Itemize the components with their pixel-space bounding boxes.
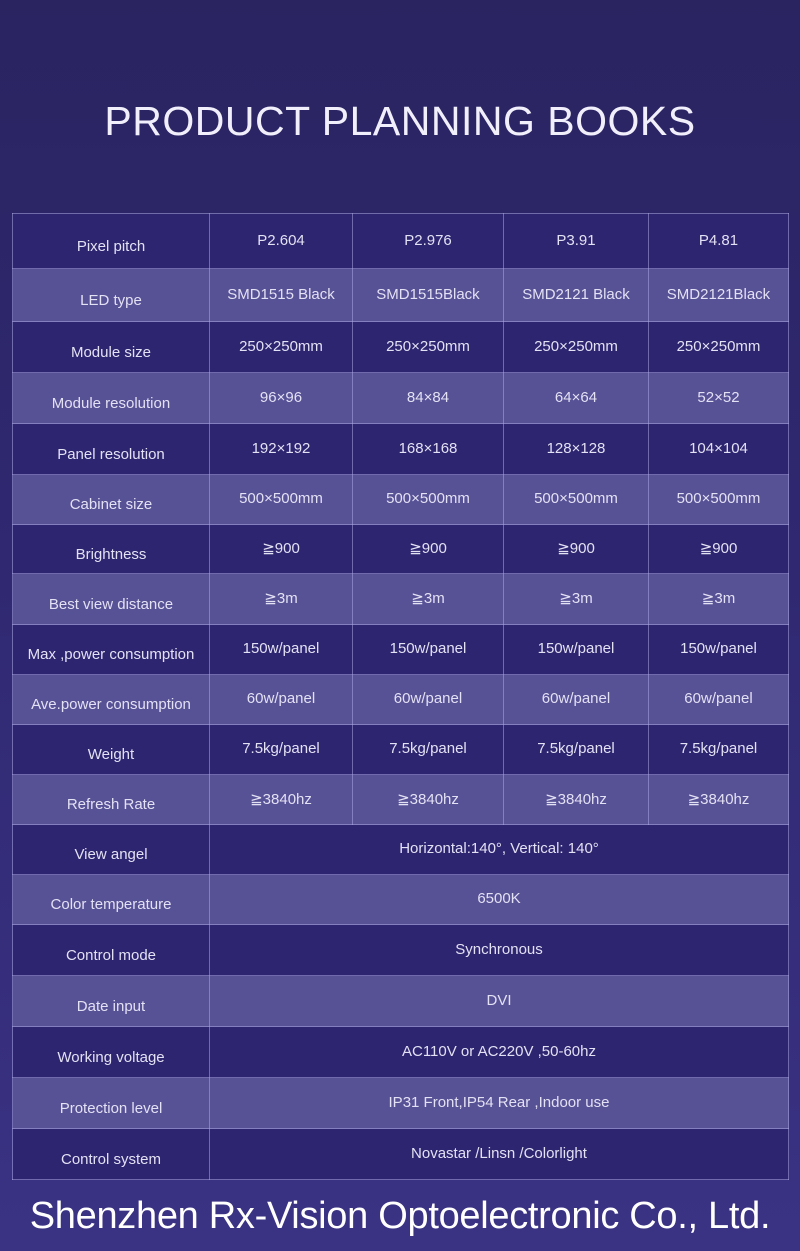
row-label: Module resolution — [12, 372, 210, 424]
cell-value: 150w/panel — [648, 624, 789, 675]
cell-value: 500×500mm — [352, 474, 504, 525]
row-label: Control mode — [12, 924, 210, 976]
cell-value: P2.604 — [209, 213, 353, 269]
cell-value: SMD2121 Black — [503, 268, 649, 322]
cell-value: 250×250mm — [209, 321, 353, 373]
cell-value: ≧3840hz — [503, 774, 649, 825]
table-row: Pixel pitch P2.604 P2.976 P3.91 P4.81 — [12, 213, 789, 269]
cell-value: 52×52 — [648, 372, 789, 424]
cell-value: 104×104 — [648, 423, 789, 475]
cell-value: 500×500mm — [503, 474, 649, 525]
cell-value: 150w/panel — [352, 624, 504, 675]
cell-value-merged: 6500K — [209, 874, 789, 925]
cell-value: 64×64 — [503, 372, 649, 424]
table-row: Control mode Synchronous — [12, 924, 789, 976]
cell-value: ≧3m — [352, 573, 504, 625]
table-row: Color temperature 6500K — [12, 874, 789, 925]
cell-value: 250×250mm — [503, 321, 649, 373]
cell-value: P4.81 — [648, 213, 789, 269]
spec-table: Pixel pitch P2.604 P2.976 P3.91 P4.81 LED typ… — [12, 213, 789, 1180]
cell-value-merged: AC110V or AC220V ,50-60hz — [209, 1026, 789, 1078]
cell-value: ≧3m — [209, 573, 353, 625]
table-row: Module size 250×250mm 250×250mm 250×250mm 25… — [12, 321, 789, 373]
row-label: View angel — [12, 824, 210, 875]
cell-value: P3.91 — [503, 213, 649, 269]
table-row: Module resolution 96×96 84×84 64×64 52×52 — [12, 372, 789, 424]
cell-value: 7.5kg/panel — [503, 724, 649, 775]
cell-value: 60w/panel — [352, 674, 504, 725]
table-row: Ave.power consumption 60w/panel 60w/panel 6… — [12, 674, 789, 725]
cell-value-merged: Horizontal:140°, Vertical: 140° — [209, 824, 789, 875]
cell-value: ≧900 — [648, 524, 789, 574]
cell-value: ≧900 — [503, 524, 649, 574]
cell-value: 128×128 — [503, 423, 649, 475]
cell-value: 500×500mm — [209, 474, 353, 525]
cell-value: ≧900 — [209, 524, 353, 574]
cell-value: 7.5kg/panel — [648, 724, 789, 775]
row-label: Ave.power consumption — [12, 674, 210, 725]
row-label: Brightness — [12, 524, 210, 574]
table-row: Cabinet size 500×500mm 500×500mm 500×500mm 5… — [12, 474, 789, 525]
cell-value: 7.5kg/panel — [209, 724, 353, 775]
row-label: Refresh Rate — [12, 774, 210, 825]
table-row: Max ,power consumption 150w/panel 150w/pan… — [12, 624, 789, 675]
row-label: Panel resolution — [12, 423, 210, 475]
cell-value: 150w/panel — [209, 624, 353, 675]
cell-value: SMD1515 Black — [209, 268, 353, 322]
cell-value-merged: Novastar /Linsn /Colorlight — [209, 1128, 789, 1180]
row-label: Best view distance — [12, 573, 210, 625]
cell-value: 500×500mm — [648, 474, 789, 525]
table-row: Working voltage AC110V or AC220V ,50-60hz — [12, 1026, 789, 1078]
table-row: Best view distance ≧3m ≧3m ≧3m ≧3m — [12, 573, 789, 625]
cell-value: ≧3840hz — [209, 774, 353, 825]
cell-value: 7.5kg/panel — [352, 724, 504, 775]
table-row: LED type SMD1515 Black SMD1515Black SMD2121… — [12, 268, 789, 322]
table-row: Control system Novastar /Linsn /Colorligh… — [12, 1128, 789, 1180]
cell-value: 60w/panel — [503, 674, 649, 725]
cell-value: P2.976 — [352, 213, 504, 269]
table-row: Protection level IP31 Front,IP54 Rear ,In… — [12, 1077, 789, 1129]
table-row: Brightness ≧900 ≧900 ≧900 ≧900 — [12, 524, 789, 574]
cell-value: 60w/panel — [209, 674, 353, 725]
cell-value-merged: IP31 Front,IP54 Rear ,Indoor use — [209, 1077, 789, 1129]
row-label: Color temperature — [12, 874, 210, 925]
row-label: Cabinet size — [12, 474, 210, 525]
cell-value: SMD1515Black — [352, 268, 504, 322]
cell-value: 96×96 — [209, 372, 353, 424]
row-label: Control system — [12, 1128, 210, 1180]
table-row: Date input DVI — [12, 975, 789, 1027]
table-row: Panel resolution 192×192 168×168 128×128 104… — [12, 423, 789, 475]
cell-value: 60w/panel — [648, 674, 789, 725]
row-label: Module size — [12, 321, 210, 373]
cell-value-merged: DVI — [209, 975, 789, 1027]
row-label: Pixel pitch — [12, 213, 210, 269]
cell-value: 150w/panel — [503, 624, 649, 675]
table-row: Weight 7.5kg/panel 7.5kg/panel 7.5kg/panel 7… — [12, 724, 789, 775]
page-title: PRODUCT PLANNING BOOKS — [104, 98, 696, 144]
table-row: Refresh Rate ≧3840hz ≧3840hz ≧3840hz ≧3840hz — [12, 774, 789, 825]
cell-value-merged: Synchronous — [209, 924, 789, 976]
cell-value: 250×250mm — [352, 321, 504, 373]
cell-value: 84×84 — [352, 372, 504, 424]
row-label: Working voltage — [12, 1026, 210, 1078]
cell-value: ≧3m — [503, 573, 649, 625]
cell-value: ≧3840hz — [648, 774, 789, 825]
cell-value: SMD2121Black — [648, 268, 789, 322]
row-label: Protection level — [12, 1077, 210, 1129]
cell-value: ≧3840hz — [352, 774, 504, 825]
cell-value: ≧900 — [352, 524, 504, 574]
table-row: View angel Horizontal:140°, Vertical: 140… — [12, 824, 789, 875]
spec-table-body: Pixel pitch P2.604 P2.976 P3.91 P4.81 LED typ… — [12, 213, 789, 1180]
row-label: Weight — [12, 724, 210, 775]
cell-value: 192×192 — [209, 423, 353, 475]
row-label: Max ,power consumption — [12, 624, 210, 675]
cell-value: 250×250mm — [648, 321, 789, 373]
row-label: LED type — [12, 268, 210, 322]
cell-value: ≧3m — [648, 573, 789, 625]
row-label: Date input — [12, 975, 210, 1027]
watermark: Shenzhen Rx-Vision Optoelectronic Co., L… — [29, 1195, 771, 1237]
cell-value: 168×168 — [352, 423, 504, 475]
